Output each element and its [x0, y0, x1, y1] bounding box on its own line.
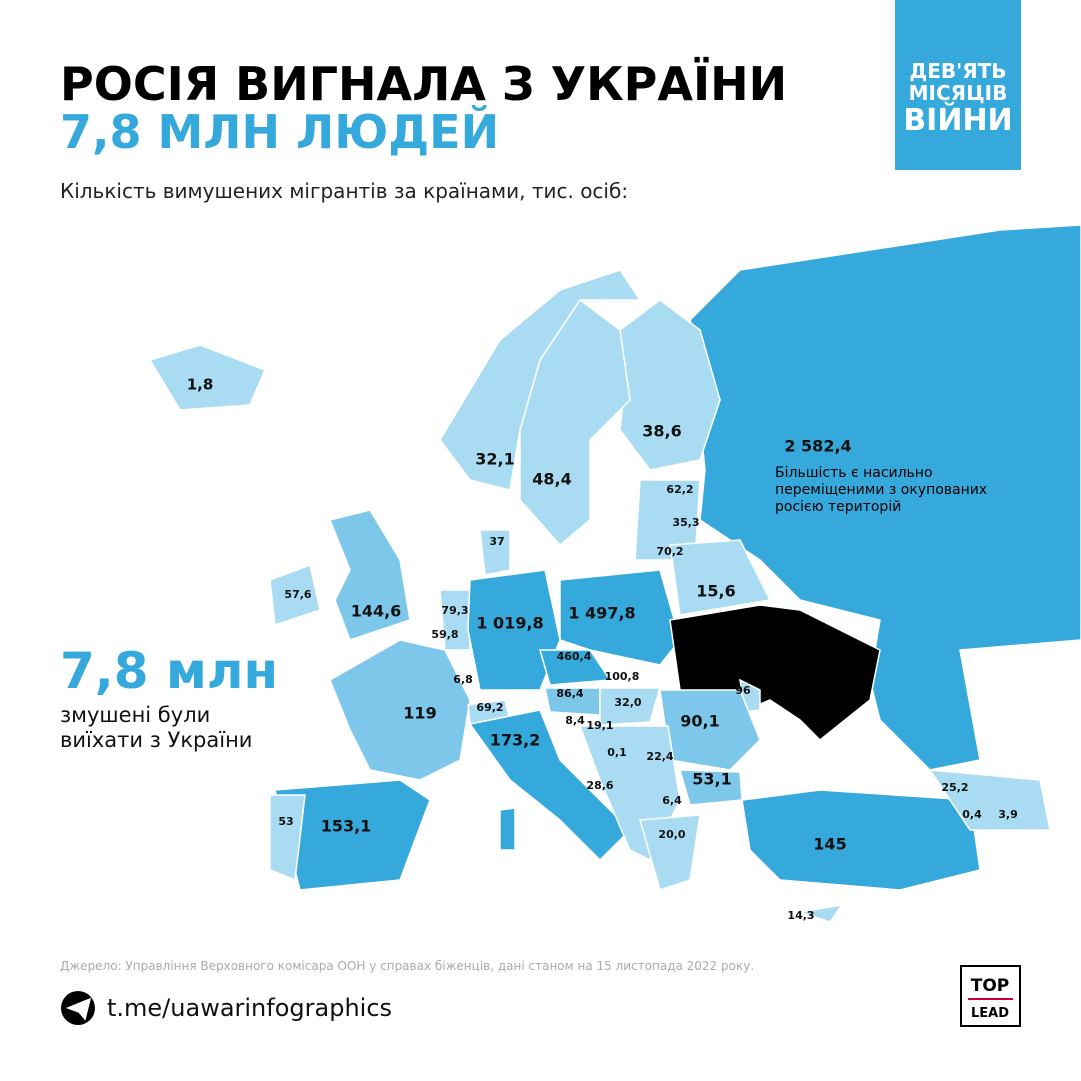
- country-value: 25,2: [941, 781, 968, 794]
- country-value: 28,6: [586, 779, 613, 792]
- country-value: 53,1: [692, 770, 731, 789]
- country-value: 153,1: [321, 817, 372, 836]
- russia-note: росією територій: [775, 499, 901, 515]
- callout-value: 7,8 млн: [60, 642, 278, 700]
- country-value: 19,1: [586, 719, 613, 732]
- italy: [468, 709, 632, 862]
- country-value: 69,2: [476, 701, 503, 714]
- logo-text: TOP: [971, 976, 1010, 996]
- logo-text: LEAD: [971, 1006, 1009, 1021]
- country-value: 145: [813, 835, 846, 854]
- benelux: [439, 589, 471, 651]
- country-value: 144,6: [351, 602, 402, 621]
- country-value: 32,1: [475, 450, 514, 469]
- country-value: 48,4: [532, 470, 571, 489]
- callout-text: змушені були: [60, 703, 210, 727]
- country-value: 6,4: [662, 794, 682, 807]
- country-value: 32,0: [614, 696, 641, 709]
- badge: [895, 0, 1021, 170]
- country-value: 15,6: [696, 582, 735, 601]
- telegram-plane: [65, 997, 92, 1021]
- country-value: 22,4: [646, 750, 673, 763]
- hungary: [599, 687, 662, 726]
- badge-text: ДЕВ'ЯТЬ: [909, 59, 1006, 83]
- source: Джерело: Управління Верховного комісара …: [60, 959, 754, 973]
- ireland: [269, 563, 321, 627]
- country-value: 70,2: [656, 545, 683, 558]
- russia-note: Більшість є насильно: [775, 465, 933, 481]
- portugal: [269, 794, 306, 882]
- country-value: 1 019,8: [476, 614, 543, 633]
- turkey: [741, 789, 981, 891]
- country-value: 35,3: [672, 516, 699, 529]
- cyprus: [799, 903, 844, 923]
- russia: [689, 224, 1081, 771]
- sardinia: [499, 807, 516, 851]
- map-labels: 1,8 32,1 48,4 38,6 2 582,4 62,2 35,3 70,2 15,6 37…: [187, 376, 1018, 923]
- country-value: 20,0: [658, 828, 685, 841]
- uk: [328, 509, 411, 641]
- norway: [439, 269, 642, 491]
- country-value: 57,6: [284, 588, 311, 601]
- country-value: 37: [489, 535, 504, 548]
- subtitle: Кількість вимушених мігрантів за країнам…: [60, 179, 628, 203]
- russia-note: переміщеними з окупованих: [775, 482, 987, 498]
- iceland: [148, 344, 266, 411]
- country-value: 460,4: [557, 650, 592, 663]
- country-value: 1,8: [187, 376, 214, 394]
- link[interactable]: t.me/uawarinfographics: [107, 994, 392, 1022]
- country-value: 90,1: [680, 712, 719, 731]
- country-value: 86,4: [556, 687, 583, 700]
- country-value: 8,4: [565, 714, 585, 727]
- denmark: [479, 529, 511, 576]
- country-value: 119: [403, 704, 436, 723]
- country-value: 96: [735, 684, 751, 697]
- country-value: 59,8: [431, 628, 458, 641]
- country-value: 53: [278, 815, 293, 828]
- poland: [559, 569, 681, 666]
- country-value: 0,1: [607, 746, 627, 759]
- title: РОСІЯ ВИГНАЛА З УКРАЇНИ: [60, 57, 787, 111]
- country-value: 62,2: [666, 483, 693, 496]
- country-value: 3,9: [998, 808, 1018, 821]
- badge-text: ВІЙНИ: [903, 102, 1012, 138]
- country-value: 6,8: [453, 673, 473, 686]
- country-value: 100,8: [605, 670, 640, 683]
- country-value: 2 582,4: [784, 437, 851, 456]
- country-value: 14,3: [787, 909, 814, 922]
- belarus: [669, 539, 772, 616]
- callout-text: виїхати з України: [60, 728, 252, 752]
- country-value: 1 497,8: [568, 604, 635, 623]
- greece: [639, 814, 701, 891]
- country-value: 79,3: [441, 604, 468, 617]
- czechia: [539, 649, 612, 686]
- france: [329, 639, 471, 781]
- badge-text: МІСЯЦІВ: [909, 81, 1008, 105]
- country-value: 38,6: [642, 422, 681, 441]
- caucasus: [928, 769, 1051, 831]
- map: [148, 224, 1081, 923]
- logo: [960, 965, 1021, 1027]
- germany: [467, 569, 561, 691]
- title-highlight: 7,8 МЛН ЛЮДЕЙ: [60, 105, 499, 159]
- country-value: 173,2: [490, 731, 541, 750]
- country-value: 0,4: [962, 808, 982, 821]
